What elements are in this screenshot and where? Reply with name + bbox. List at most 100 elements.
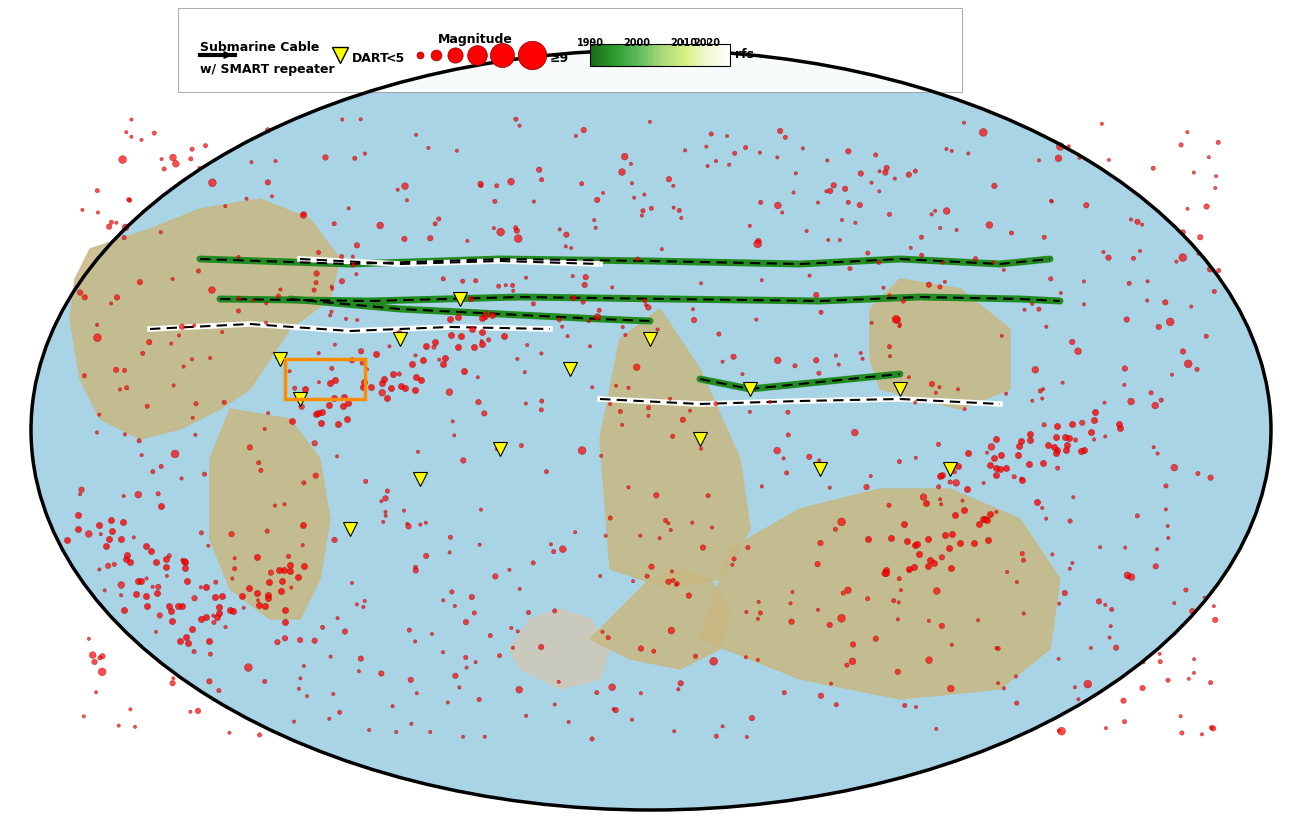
Point [78, 632, 99, 645]
Point [1059, 140, 1079, 153]
Point [1051, 725, 1072, 738]
Point [1001, 226, 1022, 239]
Point [333, 390, 354, 403]
Point [988, 642, 1009, 655]
Point [126, 587, 147, 600]
Point [918, 532, 939, 545]
Point [557, 329, 578, 342]
Bar [637, 44, 639, 66]
Point [1170, 710, 1191, 723]
Point [531, 347, 552, 360]
Point [866, 632, 887, 645]
Point [1081, 426, 1101, 439]
Point [767, 199, 788, 212]
Point [509, 683, 530, 696]
Point [113, 231, 134, 244]
Point [777, 405, 798, 419]
Point [221, 572, 242, 585]
Point [1065, 681, 1086, 694]
Point [1173, 345, 1194, 358]
Point [626, 360, 647, 373]
Point [930, 221, 950, 234]
Point [809, 454, 829, 467]
Point [281, 581, 302, 594]
Point [1203, 722, 1224, 735]
Point [130, 574, 151, 587]
Point [187, 265, 208, 278]
Point [523, 195, 544, 208]
Point [736, 141, 756, 154]
Point [86, 426, 107, 439]
Point [544, 604, 565, 618]
Point [376, 391, 397, 405]
Point [202, 176, 223, 189]
Point [270, 283, 290, 296]
Bar [710, 44, 712, 66]
Bar [622, 44, 625, 66]
Point [99, 220, 120, 233]
Point [422, 627, 443, 640]
Bar [725, 44, 728, 66]
Point [289, 682, 310, 695]
Point [309, 346, 329, 360]
Point [187, 704, 208, 717]
Point [879, 289, 900, 302]
Point [203, 609, 224, 622]
Point [885, 313, 906, 326]
Point [618, 382, 639, 395]
Point [663, 179, 684, 192]
Point [973, 477, 993, 490]
Point [139, 336, 160, 349]
Point [247, 594, 268, 607]
Point [1157, 519, 1178, 532]
Point [661, 624, 682, 637]
Point [1121, 213, 1142, 226]
Point [397, 518, 418, 531]
Point [1049, 140, 1070, 153]
Point [501, 622, 522, 635]
Point [353, 381, 374, 394]
Point [474, 731, 495, 744]
Point [898, 168, 919, 181]
Point [785, 360, 806, 373]
Point [452, 274, 473, 287]
Bar [702, 44, 704, 66]
Point [598, 631, 618, 645]
Point [945, 477, 966, 490]
Bar [590, 44, 730, 66]
Point [586, 686, 607, 699]
Point [118, 193, 139, 206]
Point [443, 414, 464, 428]
Point [825, 523, 846, 536]
Point [678, 589, 699, 602]
Point [1048, 724, 1069, 737]
Point [573, 124, 594, 137]
Point [924, 204, 945, 217]
Point [111, 578, 132, 591]
Point [471, 311, 492, 324]
Point [471, 334, 492, 347]
Text: <5: <5 [385, 52, 405, 66]
Point [1147, 447, 1168, 460]
Point [660, 392, 681, 405]
Point [706, 397, 727, 410]
Point [124, 531, 145, 544]
Point [919, 654, 940, 667]
Point [111, 589, 132, 602]
Point [258, 406, 279, 419]
Point [759, 396, 780, 409]
Point [432, 358, 453, 371]
Point [1203, 600, 1224, 613]
Point [708, 328, 729, 341]
Point [1074, 298, 1095, 311]
Point [747, 654, 768, 667]
Point [1100, 620, 1121, 633]
Point [1121, 571, 1142, 584]
Bar [642, 44, 644, 66]
Point [850, 167, 871, 180]
Point [973, 126, 993, 139]
Point [260, 566, 281, 579]
Point [371, 377, 392, 390]
Point [641, 560, 661, 573]
Point [609, 405, 630, 418]
